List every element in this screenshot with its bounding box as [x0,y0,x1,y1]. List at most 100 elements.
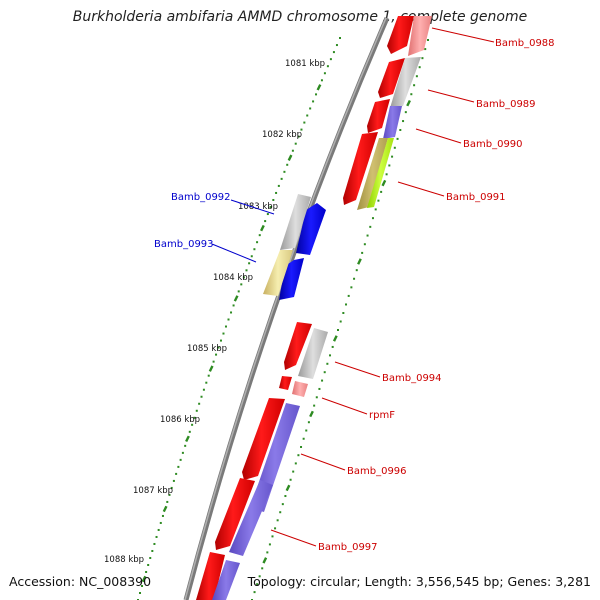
kbp-label: 1085 kbp [187,344,227,354]
ruler-tick [316,84,322,91]
ruler-dot [337,329,339,331]
gene-label-bamb-0992[interactable]: Bamb_0992 [171,192,231,203]
ruler-dot [215,353,218,356]
ruler-dot [284,495,287,498]
ruler-dot [266,213,269,216]
ruler-dot [168,493,171,496]
ruler-dot [166,500,169,503]
ruler-dot [418,66,421,69]
ruler-dot [332,51,335,54]
gene-label-bamb-0997[interactable]: Bamb_0997 [318,542,378,553]
gene-label-bamb-0988[interactable]: Bamb_0988 [495,38,555,49]
cds-forward-track [196,16,414,600]
cat-bamb-0990 [383,106,402,139]
ruler-dot [377,199,380,202]
gene-label-bamb-0993[interactable]: Bamb_0993 [154,239,214,250]
ruler-tick [357,258,362,265]
ruler-tick [406,99,411,107]
ruler-tick [285,484,291,492]
ruler-dot [307,421,310,424]
ruler-tick [260,224,265,232]
ruler-dot [321,379,324,382]
ruler-dot [269,206,272,209]
gene-label-bamb-0990[interactable]: Bamb_0990 [463,139,523,150]
cds-bamb-0992 [296,203,326,255]
ruler-dot [385,173,388,176]
ruler-dot [195,409,198,412]
gene-label-bamb-0989[interactable]: Bamb_0989 [476,99,536,110]
ruler-dot [380,190,383,193]
cds-bamb-0994 [284,322,312,370]
ruler-dot [427,39,429,41]
ruler-dot [276,519,279,522]
cat-rpmf [292,381,308,397]
ruler-dot [222,332,225,335]
ruler-dot [188,430,191,433]
kbp-label: 1084 kbp [213,273,253,283]
ruler-dot [326,65,329,68]
cds-bamb-0997 [215,478,255,550]
ruler-dot [315,396,318,399]
ruler-dot [350,286,353,289]
cat-bamb-0992 [280,194,311,250]
cds-next-forward [196,552,225,600]
ruler-tick [262,557,268,564]
genome-backbone [183,17,390,600]
ruler-dot [147,563,150,566]
ruler-dot [353,277,356,280]
ruler-dot [313,404,316,407]
ruler-dot [281,503,284,506]
ruler-dot [275,191,278,194]
ruler-dot [306,114,309,117]
ruler-dot [153,542,156,545]
ruler-dot [217,346,220,349]
gene-label-rpmf[interactable]: rpmF [369,410,395,421]
ruler-dot [369,225,372,228]
ruler-dot [172,479,175,482]
ruler-tick [185,435,190,443]
ruler-dot [292,470,295,473]
ruler-dot [179,458,182,461]
ruler-dot [139,591,142,594]
ruler-dot [291,149,294,152]
gene-label-bamb-0994[interactable]: Bamb_0994 [382,373,442,384]
cat-bamb-0994 [298,328,328,379]
ruler-dot [404,111,407,114]
kbp-ruler [137,37,341,600]
ruler-tick [332,335,338,342]
ruler-dot [339,320,342,323]
cds-bamb-0988 [387,16,414,54]
ruler-dot [149,556,152,559]
ruler-dot [227,318,230,321]
kbp-label: 1082 kbp [262,130,302,140]
ruler-dot [413,84,416,87]
ruler-dot [366,234,369,237]
ruler-dot [297,135,300,138]
ruler-dot [242,276,245,279]
ruler-dot [374,208,377,211]
ruler-dot [289,478,292,481]
kbp-label: 1088 kbp [104,555,144,565]
ruler-dot [335,44,338,47]
ruler-dot [300,445,303,448]
ruler-dot [297,454,300,457]
cat-bamb-0991a [357,138,388,210]
ruler-dot [198,402,201,405]
ruler-dot [277,184,280,187]
ruler-dot [184,444,187,447]
ruler-dot [248,262,251,265]
kbp-label: 1086 kbp [160,415,200,425]
ruler-dot [141,584,144,587]
ruler-tick [162,505,168,513]
gene-label-bamb-0996[interactable]: Bamb_0996 [347,466,407,477]
ruler-dot [256,583,259,586]
gene-label-bamb-0991[interactable]: Bamb_0991 [446,192,506,203]
ruler-tick [141,575,147,583]
ruler-dot [363,243,366,246]
ruler-dot [318,387,321,390]
ruler-dot [219,339,222,342]
category-track [212,16,432,600]
cds-rpmf [279,376,292,390]
ruler-dot [175,472,178,475]
ruler-dot [191,423,194,426]
